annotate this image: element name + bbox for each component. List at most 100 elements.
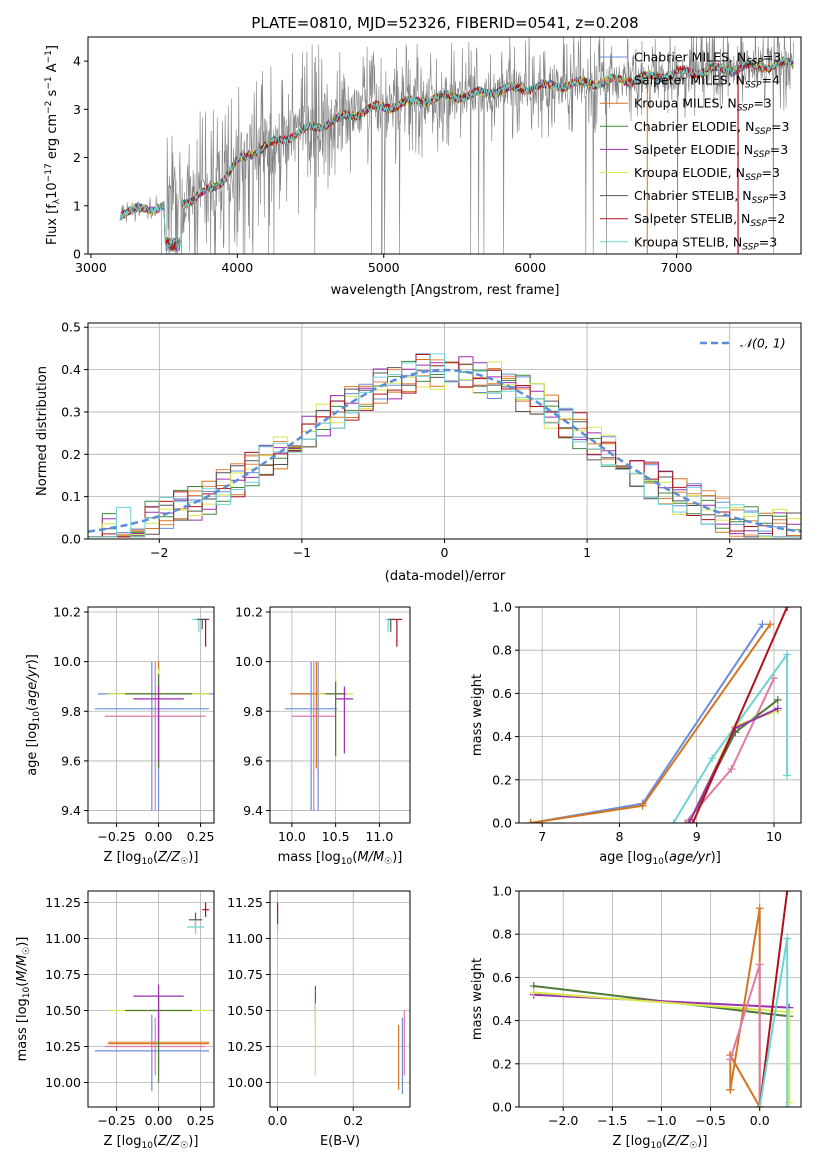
legend-sub: SSP [753, 150, 770, 160]
y-tick-label: 9.6 [61, 753, 81, 768]
weight-line [729, 908, 761, 1107]
x-tick-label: 0.2 [343, 1113, 363, 1128]
label-part: age [log [599, 850, 652, 865]
weight-line [688, 699, 779, 823]
y-tick-label: 10.50 [45, 1003, 81, 1018]
y-tick-label: 10.2 [235, 604, 263, 619]
y-tick-label: 2 [73, 150, 81, 165]
weight-marker [766, 620, 775, 629]
label-part: ( [662, 1134, 667, 1149]
legend-tail: =3 [753, 96, 771, 111]
y-tick-label: 0.2 [492, 1056, 512, 1071]
x-tick-label: 0.25 [187, 829, 215, 844]
legend-entry: Salpeter ELODIE, NSSP=3 [634, 142, 788, 160]
label-part: Z [log [104, 1134, 142, 1149]
axes-frame [87, 36, 802, 255]
x-tick-label: −2.0 [548, 1113, 578, 1128]
plot-area [284, 618, 403, 811]
residuals-panel: −2 −1 0 1 2 0.0 0.1 0.2 0.3 0.4 0.5 𝒩(0, 1) (data-mo… [35, 320, 802, 584]
weight-marker [773, 704, 782, 713]
mass-vs-ebv-panel: 0.0 0.2 10.00 10.25 10.50 10.75 11.00 11.25 E(B-… [227, 890, 411, 1149]
y-tick-label: 1.0 [492, 600, 512, 615]
x-tick-label: 10.5 [322, 829, 350, 844]
x-tick-label: 2 [726, 545, 734, 560]
weight-line [758, 891, 789, 1107]
y-axis-label: Flux [fλ10−17 erg cm−2 s−1 A−1] [44, 45, 62, 245]
y-tick-label: 9.8 [243, 704, 263, 719]
label-part: ( [664, 850, 669, 865]
y-tick-label: 10.2 [53, 604, 81, 619]
legend-tail: =3 [770, 142, 788, 157]
label-part: 10 [141, 1141, 153, 1151]
legend-tail: =3 [759, 234, 777, 249]
label-part: age [log [25, 723, 40, 776]
axes-frame [518, 890, 802, 1108]
weight-line [530, 623, 771, 823]
label-part: mass [log [278, 850, 341, 865]
legend-entry: Chabrier MILES, NSSP=3 [634, 50, 781, 68]
x-axis-label: wavelength [Angstrom, rest frame] [331, 283, 560, 298]
label-part: −17 [44, 163, 54, 182]
axes-frame [87, 890, 215, 1108]
label-part: Z/Z [157, 1134, 181, 1149]
y-tick-label: 0.2 [492, 772, 512, 787]
x-tick-label: 0.0 [268, 1113, 288, 1128]
label-part: )] [697, 1134, 707, 1149]
weight-marker [681, 819, 690, 823]
legend-base: Kroupa MILES, N [634, 96, 737, 111]
x-tick-label: −0.25 [97, 829, 135, 844]
y-tick-label: 4 [73, 54, 81, 69]
weight-marker [783, 650, 792, 659]
legend-entry: Kroupa STELIB, NSSP=3 [634, 234, 777, 252]
plot-area [119, 37, 794, 254]
weight-marker [773, 695, 782, 704]
y-tick-label: 0 [73, 247, 81, 262]
label-part: −1 [44, 76, 54, 89]
legend-base: Chabrier ELODIE, N [634, 119, 754, 134]
y-tick-label: 0.6 [492, 686, 512, 701]
weight-marker [783, 1103, 792, 1107]
label-part: ( [153, 1134, 158, 1149]
plot-area [94, 618, 214, 811]
weight-marker [669, 819, 678, 823]
y-tick-label: 10.00 [45, 1075, 81, 1090]
y-tick-label: 11.25 [227, 895, 263, 910]
y-tick-label: 0.3 [61, 404, 81, 419]
legend-sub: SSP [754, 127, 771, 137]
weight-marker [758, 620, 767, 629]
x-axis-label: Z [log10(Z/Z☉)] [613, 1134, 708, 1151]
x-tick-label: 4000 [221, 260, 253, 275]
y-tick-label: 11.25 [45, 895, 81, 910]
label-part: )] [188, 850, 198, 865]
y-tick-label: 0.0 [61, 532, 81, 547]
x-axis-label: Z [log10(Z/Z☉)] [104, 1134, 199, 1151]
legend-base: Chabrier MILES, N [634, 50, 746, 65]
weight-line [758, 938, 789, 1107]
legend-base: Chabrier STELIB, N [634, 188, 752, 203]
x-tick-label: −2 [150, 545, 168, 560]
x-tick-label: 10 [766, 829, 782, 844]
x-tick-label: 8 [615, 829, 623, 844]
normal-curve [88, 368, 801, 533]
weight-marker [708, 754, 717, 763]
legend-entry: Kroupa ELODIE, NSSP=3 [634, 165, 780, 183]
label-part: 10 [650, 1141, 662, 1151]
label-part: Z/Z [666, 1134, 690, 1149]
axes-frame [269, 606, 411, 824]
y-tick-label: 0.0 [492, 1100, 512, 1115]
plot-area [276, 902, 405, 1095]
x-tick-label: 0.0 [750, 1113, 770, 1128]
x-tick-label: −1 [293, 545, 311, 560]
y-tick-label: 10.75 [227, 967, 263, 982]
legend-base: Kroupa ELODIE, N [634, 165, 745, 180]
weight-marker [688, 819, 697, 823]
y-tick-label: 9.6 [243, 753, 263, 768]
weight-line [691, 607, 789, 823]
weight-marker [526, 819, 535, 823]
weight-marker [684, 819, 693, 823]
x-tick-label: 6000 [514, 260, 546, 275]
label-part: Z [log [613, 1134, 651, 1149]
x-tick-label: 0.00 [145, 829, 173, 844]
